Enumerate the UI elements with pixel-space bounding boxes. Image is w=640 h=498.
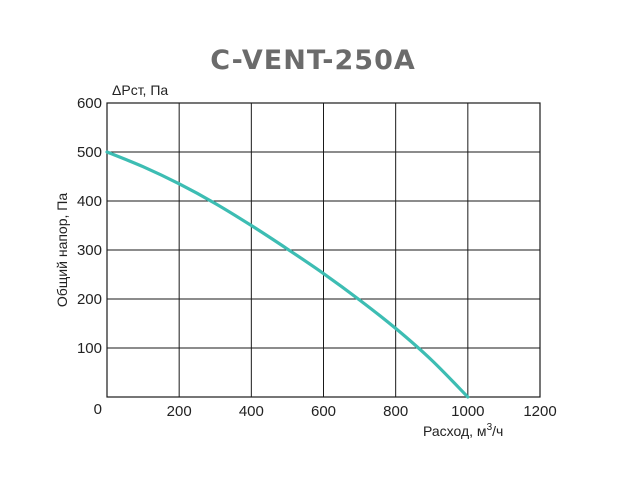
x-tick-label: 600 [311,403,336,420]
y-axis-label: Общий напор, Па [54,193,70,307]
y-axis-top-label: ΔPст, Па [112,82,168,98]
y-tick-label: 300 [77,242,102,259]
y-tick-label: 400 [77,193,102,210]
tick-labels: 200 400 600 800 1000 1200 0 100 200 300 400 500 600 [77,95,557,420]
x-axis-label-superscript: 3 [487,422,493,433]
y-tick-label: 0 [94,401,102,418]
plot-frame [106,102,541,398]
y-tick-label: 500 [77,144,102,161]
x-tick-label: 800 [383,403,408,420]
y-tick-label: 600 [77,95,102,112]
x-axis-label-prefix: Расход, м [423,423,487,439]
grid [107,103,540,397]
x-tick-label: 1000 [451,403,484,420]
y-tick-label: 200 [77,291,102,308]
x-axis-label-suffix: /ч [492,423,503,439]
chart-title: C-VENT-250A [210,45,416,76]
series-line [105,150,470,399]
x-axis-label: Расход, м3/ч [423,422,503,439]
x-tick-label: 200 [167,403,192,420]
x-tick-label: 400 [239,403,264,420]
y-tick-label: 100 [77,340,102,357]
x-tick-label: 1200 [523,403,556,420]
